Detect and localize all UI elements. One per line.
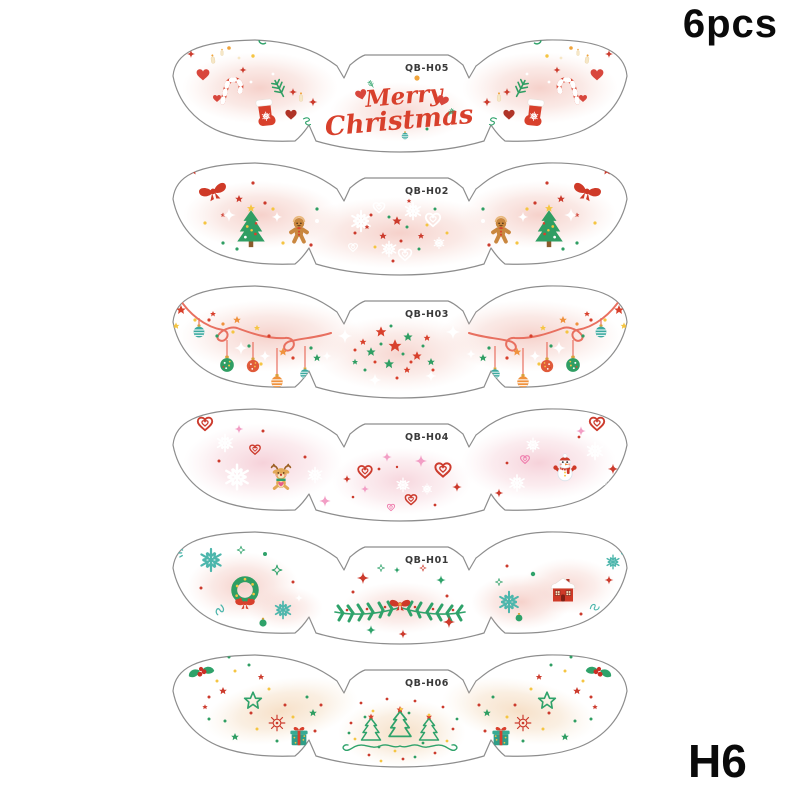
sheet-code: QB-H01 (405, 555, 449, 566)
sheet-code: QB-H04 (405, 432, 449, 443)
center-decoration-cluster (347, 198, 449, 263)
sheet-code: QB-H03 (405, 309, 449, 320)
sticker-sheet-5: QB-H01 (165, 520, 635, 650)
center-decoration-cluster (343, 452, 462, 512)
center-stars-cluster (322, 324, 476, 387)
left-decoration-cluster (178, 545, 303, 627)
sheet-6-graphic: QB-H06 (172, 654, 628, 768)
left-decoration-cluster (188, 166, 319, 251)
center-trees-cluster (342, 697, 459, 763)
sheet-1-graphic: Merry Christmas QB-H05 (172, 39, 628, 153)
sticker-sheet-2: QB-H02 (165, 151, 635, 281)
right-decoration-cluster (495, 545, 626, 622)
sticker-sheet-6: QB-H06 (165, 643, 635, 773)
sheet-2-graphic: QB-H02 (172, 162, 628, 276)
sheet-code: QB-H06 (405, 678, 449, 689)
sticker-sheet-4: QB-H04 (165, 397, 635, 527)
garland-string (178, 297, 332, 352)
left-decoration-cluster (196, 416, 331, 507)
sheet-code: QB-H05 (405, 63, 449, 74)
center-laurel-swag (334, 564, 466, 639)
sheet-3-graphic: QB-H03 (172, 285, 628, 399)
left-decoration-cluster (187, 39, 318, 127)
ornament-garland (173, 297, 332, 389)
wavy-baseline (342, 744, 458, 752)
left-decoration-cluster (186, 655, 323, 746)
sheet-code: QB-H02 (405, 186, 449, 197)
sheet-4-graphic: QB-H04 (172, 408, 628, 522)
quantity-label: 6pcs (682, 2, 778, 46)
right-decoration-cluster (494, 416, 619, 498)
model-label: H6 (688, 735, 747, 787)
sheet-5-graphic: QB-H01 (172, 531, 628, 645)
sticker-sheet-3: QB-H03 (165, 274, 635, 404)
sticker-sheet-1: Merry Christmas QB-H05 (165, 28, 635, 158)
lace-star-icon (268, 714, 286, 732)
